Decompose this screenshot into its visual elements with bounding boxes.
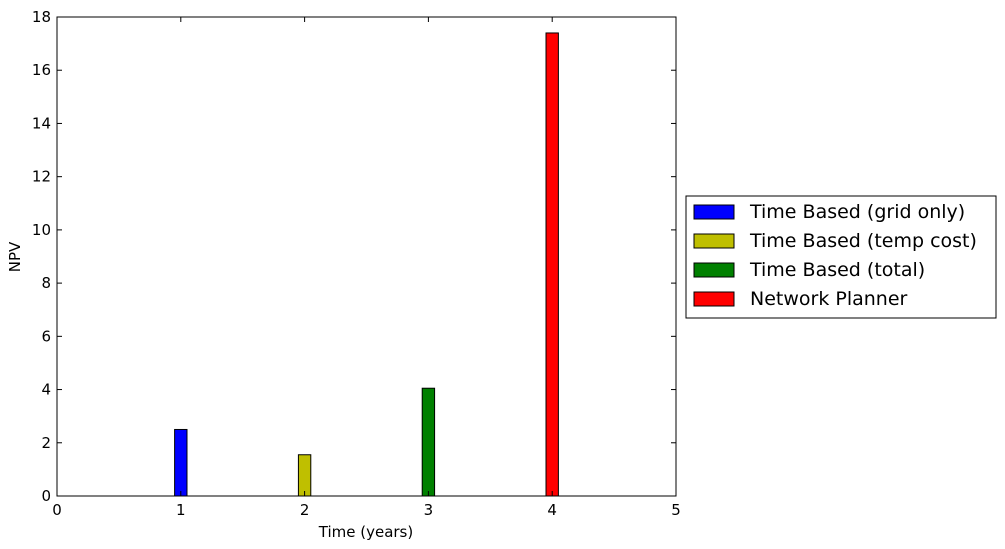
bars-group xyxy=(174,32,559,497)
x-ticks-group: 0 1 2 3 4 5 xyxy=(52,17,681,519)
y-ticks-group: 0 2 4 6 8 10 12 14 16 18 xyxy=(32,8,676,505)
x-tick-label: 5 xyxy=(671,501,681,519)
x-tick-label: 4 xyxy=(547,501,557,519)
x-tick-label: 3 xyxy=(424,501,434,519)
y-tick-label: 12 xyxy=(32,168,51,186)
y-tick-label: 14 xyxy=(32,114,51,132)
legend-items: Time Based (grid only) Time Based (temp c… xyxy=(693,201,977,310)
y-axis-label: NPV xyxy=(6,241,24,272)
legend-swatch-4 xyxy=(693,291,735,307)
plot-frame xyxy=(56,16,677,497)
y-tick-label: 8 xyxy=(41,274,51,292)
bar-1 xyxy=(174,428,188,497)
legend-swatch-2 xyxy=(693,233,735,249)
x-tick-label: 0 xyxy=(52,501,62,519)
bar-2 xyxy=(297,454,312,497)
y-tick-label: 2 xyxy=(41,434,51,452)
y-tick-label: 6 xyxy=(41,327,51,345)
x-axis-label: Time (years) xyxy=(318,523,413,541)
y-tick-label: 16 xyxy=(32,61,51,79)
y-tick-label: 18 xyxy=(32,8,51,26)
legend-swatch-1 xyxy=(693,204,735,220)
y-tick-label: 4 xyxy=(41,381,51,399)
legend-label-1: Time Based (grid only) xyxy=(749,201,965,223)
legend-swatch-3 xyxy=(693,262,735,278)
legend-label-3: Time Based (total) xyxy=(749,259,925,281)
legend: Time Based (grid only) Time Based (temp c… xyxy=(685,195,997,319)
y-tick-label: 0 xyxy=(41,487,51,505)
y-tick-label: 10 xyxy=(32,221,51,239)
x-tick-label: 1 xyxy=(176,501,186,519)
legend-label-2: Time Based (temp cost) xyxy=(749,230,977,252)
x-tick-label: 2 xyxy=(300,501,310,519)
legend-label-4: Network Planner xyxy=(750,288,908,310)
plot-background xyxy=(57,17,676,496)
bar-3 xyxy=(421,387,436,497)
bar-4 xyxy=(545,32,559,497)
legend-box xyxy=(685,195,997,319)
